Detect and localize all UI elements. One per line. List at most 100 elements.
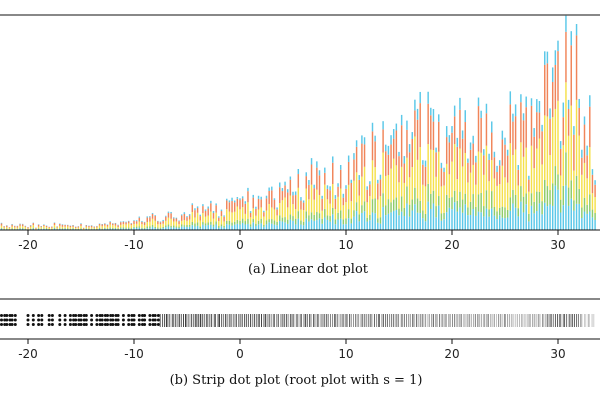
bar-segment-126-3 bbox=[324, 172, 326, 185]
bar-segment-79-1 bbox=[199, 226, 201, 229]
bar-column-140 bbox=[361, 135, 363, 230]
bar-column-129 bbox=[332, 156, 334, 230]
bar-segment-100-3 bbox=[255, 208, 257, 216]
bar-segment-116-4 bbox=[297, 169, 300, 175]
bar-segment-45-2 bbox=[109, 224, 111, 228]
bar-column-38 bbox=[90, 225, 93, 230]
bar-segment-15-3 bbox=[29, 225, 32, 227]
bar-segment-146-3 bbox=[377, 183, 379, 200]
bar-segment-174-4 bbox=[451, 126, 453, 133]
bar-segment-11-1 bbox=[19, 228, 21, 229]
bar-segment-97-3 bbox=[247, 191, 249, 203]
x-tick-label-20: 20 bbox=[444, 347, 459, 361]
strip-dot-58 bbox=[82, 318, 86, 322]
bar-segment-194-3 bbox=[504, 144, 506, 178]
strip-dot-113 bbox=[143, 323, 147, 326]
bar-segment-41-0 bbox=[98, 228, 101, 230]
bar-segment-91-1 bbox=[231, 222, 233, 226]
bar-segment-32-2 bbox=[74, 227, 77, 229]
strip-dot-95 bbox=[121, 323, 125, 326]
x-tick-label--20: -20 bbox=[18, 347, 38, 361]
bar-segment-81-1 bbox=[204, 223, 207, 226]
bar-column-163 bbox=[422, 160, 424, 230]
bar-segment-54-2 bbox=[133, 224, 135, 227]
bar-segment-124-4 bbox=[318, 170, 321, 176]
bar-column-212 bbox=[551, 67, 554, 230]
bar-segment-114-1 bbox=[292, 216, 294, 221]
bar-segment-13-2 bbox=[24, 227, 27, 229]
bar-segment-76-0 bbox=[191, 225, 194, 230]
bar-segment-180-4 bbox=[467, 158, 469, 163]
bar-column-201 bbox=[522, 113, 525, 230]
bar-segment-104-3 bbox=[265, 198, 268, 211]
bar-segment-95-1 bbox=[241, 218, 244, 223]
bar-segment-220-3 bbox=[573, 134, 575, 171]
bar-segment-182-1 bbox=[472, 194, 474, 210]
bar-segment-64-0 bbox=[159, 228, 162, 230]
bar-segment-205-0 bbox=[533, 213, 535, 230]
bar-segment-167-4 bbox=[432, 109, 435, 122]
bar-segment-228-1 bbox=[594, 212, 596, 220]
bar-segment-158-2 bbox=[408, 177, 411, 205]
bar-segment-166-0 bbox=[430, 208, 432, 230]
bar-segment-208-1 bbox=[541, 201, 543, 215]
bar-segment-203-3 bbox=[528, 179, 530, 192]
bar-segment-53-2 bbox=[130, 225, 133, 229]
bar-segment-126-2 bbox=[324, 184, 326, 209]
bar-segment-129-1 bbox=[332, 207, 334, 215]
bar-segment-90-3 bbox=[228, 202, 231, 212]
bar-segment-65-3 bbox=[162, 221, 164, 224]
bar-segment-222-1 bbox=[578, 188, 580, 204]
bar-column-83 bbox=[210, 200, 212, 230]
bar-segment-223-4 bbox=[581, 149, 583, 158]
bar-segment-98-1 bbox=[249, 224, 252, 227]
bar-column-52 bbox=[127, 220, 130, 230]
bar-segment-44-4 bbox=[106, 224, 109, 225]
bar-column-157 bbox=[406, 120, 408, 230]
bar-segment-157-0 bbox=[406, 203, 408, 230]
bar-segment-140-4 bbox=[361, 135, 363, 144]
strip-dot-21 bbox=[31, 314, 35, 317]
x-tick-label--10: -10 bbox=[124, 238, 144, 252]
bar-segment-204-2 bbox=[530, 145, 533, 194]
bar-segment-126-4 bbox=[324, 167, 326, 173]
bar-segment-191-4 bbox=[496, 165, 498, 173]
bar-segment-168-2 bbox=[435, 176, 437, 207]
bar-segment-92-1 bbox=[233, 221, 236, 225]
strip-dot-108 bbox=[141, 314, 144, 317]
bar-segment-37-2 bbox=[88, 227, 90, 229]
bar-segment-124-1 bbox=[318, 213, 321, 219]
bar-segment-101-4 bbox=[257, 195, 260, 199]
bar-segment-170-0 bbox=[440, 220, 443, 230]
bar-segment-26-1 bbox=[59, 228, 61, 229]
bar-segment-121-2 bbox=[310, 184, 313, 213]
strip-dot-20 bbox=[26, 323, 30, 326]
bar-segment-61-0 bbox=[151, 226, 154, 230]
bar-segment-94-2 bbox=[239, 209, 241, 221]
bar-segment-95-4 bbox=[241, 196, 244, 199]
bar-segment-49-1 bbox=[120, 227, 122, 229]
strip-dot-51 bbox=[77, 314, 81, 317]
bar-column-207 bbox=[538, 101, 541, 230]
bar-segment-22-2 bbox=[48, 227, 50, 229]
bar-segment-78-0 bbox=[196, 225, 199, 230]
bar-column-15 bbox=[29, 225, 32, 230]
bar-segment-56-4 bbox=[138, 216, 141, 218]
strip-dot-60 bbox=[84, 314, 88, 317]
bar-segment-192-3 bbox=[498, 165, 501, 185]
bar-segment-46-2 bbox=[112, 225, 114, 228]
bar-segment-175-0 bbox=[453, 202, 456, 230]
bar-segment-187-2 bbox=[485, 145, 488, 191]
bar-segment-23-3 bbox=[51, 226, 53, 228]
bar-segment-30-3 bbox=[69, 225, 72, 228]
bar-segment-153-0 bbox=[395, 210, 398, 230]
bar-segment-80-4 bbox=[202, 204, 204, 207]
bar-segment-75-3 bbox=[188, 215, 191, 220]
strip-dot-45 bbox=[72, 314, 76, 317]
bar-column-134 bbox=[345, 185, 347, 230]
bar-segment-158-3 bbox=[408, 152, 411, 178]
bar-column-91 bbox=[231, 197, 233, 230]
bar-segment-51-2 bbox=[125, 224, 127, 228]
bar-column-75 bbox=[188, 214, 191, 230]
bar-segment-164-3 bbox=[424, 166, 427, 187]
